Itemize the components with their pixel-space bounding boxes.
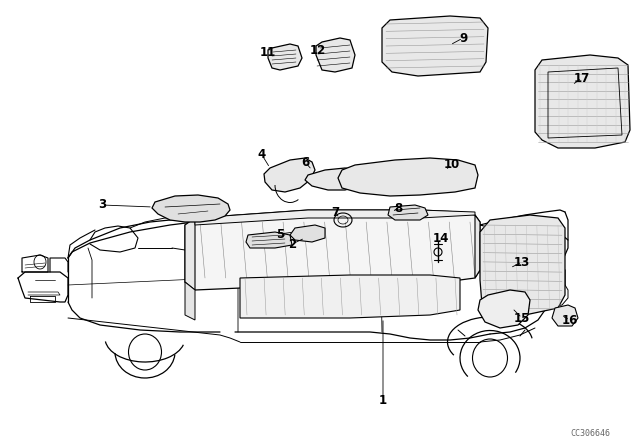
Polygon shape	[152, 195, 230, 222]
Polygon shape	[338, 158, 478, 196]
Text: 11: 11	[260, 46, 276, 59]
Text: 4: 4	[258, 148, 266, 161]
Polygon shape	[185, 282, 195, 320]
Polygon shape	[475, 215, 480, 278]
Polygon shape	[246, 232, 292, 248]
Polygon shape	[185, 218, 195, 290]
Polygon shape	[185, 210, 480, 290]
Polygon shape	[240, 275, 460, 318]
Text: 14: 14	[433, 232, 449, 245]
Text: 5: 5	[276, 228, 284, 241]
Polygon shape	[552, 305, 578, 326]
Polygon shape	[535, 55, 630, 148]
Text: 13: 13	[514, 255, 530, 268]
Polygon shape	[305, 168, 368, 190]
Text: CC306646: CC306646	[570, 429, 610, 438]
Polygon shape	[388, 205, 428, 220]
Text: 9: 9	[459, 31, 467, 44]
Polygon shape	[382, 16, 488, 76]
Polygon shape	[290, 225, 325, 242]
Text: 3: 3	[98, 198, 106, 211]
Text: 10: 10	[444, 159, 460, 172]
Text: 16: 16	[562, 314, 578, 327]
Text: 7: 7	[331, 207, 339, 220]
Polygon shape	[478, 290, 530, 328]
Text: 2: 2	[288, 237, 296, 250]
Text: 15: 15	[514, 311, 530, 324]
Polygon shape	[480, 215, 565, 315]
Text: 8: 8	[394, 202, 402, 215]
Polygon shape	[264, 158, 315, 192]
Text: 17: 17	[574, 72, 590, 85]
Polygon shape	[316, 38, 355, 72]
Text: 6: 6	[301, 155, 309, 168]
Polygon shape	[268, 44, 302, 70]
Polygon shape	[195, 210, 475, 225]
Text: 12: 12	[310, 43, 326, 56]
Text: 1: 1	[379, 393, 387, 406]
